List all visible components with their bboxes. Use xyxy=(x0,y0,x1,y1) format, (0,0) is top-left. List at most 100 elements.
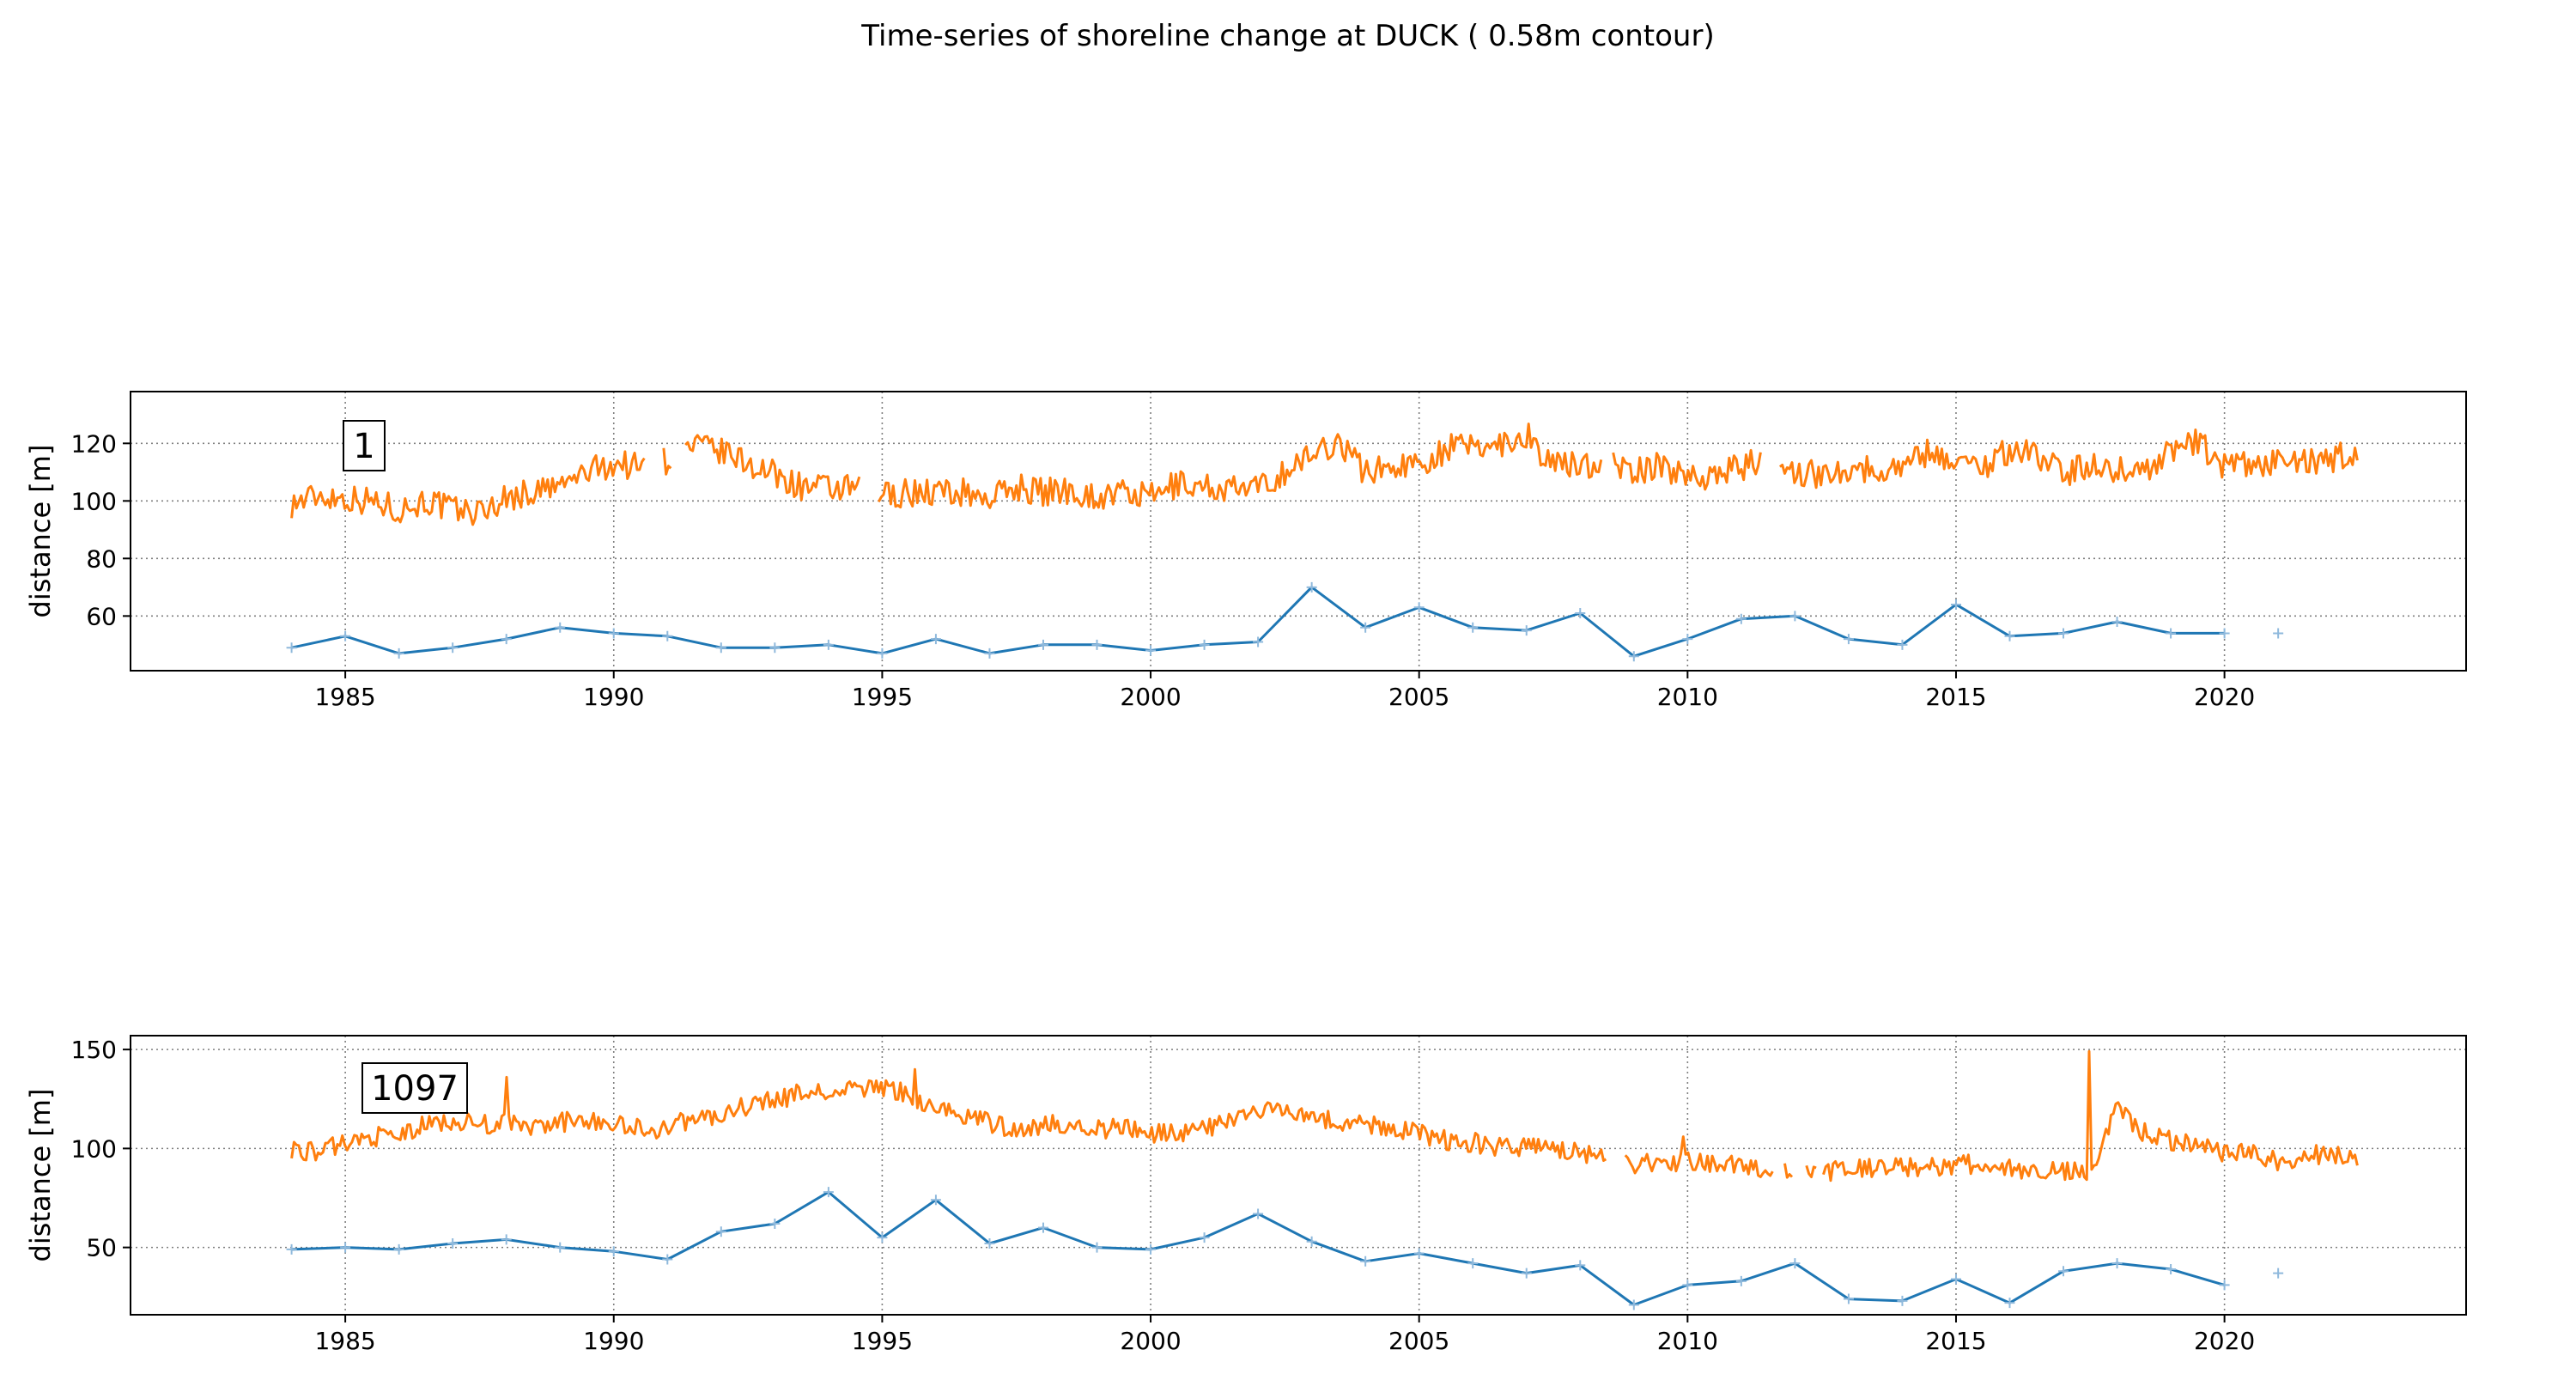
survey-point-marker xyxy=(715,642,726,654)
x-tick-label: 2000 xyxy=(1120,683,1181,711)
satellite-series-line xyxy=(290,1049,2359,1182)
panel-transect-1: 1985 1990 1995 2000 2005 2010 2015 2020 60 80 100 1… xyxy=(24,391,2467,711)
panel-tag-box xyxy=(343,420,386,471)
survey-point-marker xyxy=(1145,1243,1157,1255)
survey-point-marker xyxy=(1091,1242,1103,1253)
survey-point-marker xyxy=(1306,581,1317,593)
survey-point-marker xyxy=(393,647,404,659)
survey-point-marker xyxy=(340,630,351,641)
survey-point-marker xyxy=(1735,613,1747,624)
y-tick-label: 80 xyxy=(86,544,117,573)
survey-point-marker xyxy=(1628,1299,1639,1310)
survey-point-marker xyxy=(769,642,781,654)
survey-point-marker xyxy=(1413,602,1425,613)
survey-point-marker xyxy=(1145,645,1157,656)
survey-point-marker xyxy=(1091,639,1103,650)
survey-point-marker xyxy=(1789,611,1801,622)
x-tick-label: 1995 xyxy=(852,683,913,711)
survey-point-marker xyxy=(1360,1255,1371,1267)
x-tick-label: 1995 xyxy=(852,1327,913,1355)
survey-point-marker xyxy=(1467,1258,1479,1269)
survey-point-marker xyxy=(1897,1295,1908,1306)
satellite-series-line xyxy=(290,423,2359,526)
survey-point-marker xyxy=(1843,634,1854,645)
survey-point-marker xyxy=(1628,651,1639,662)
survey-point-marker xyxy=(1253,1208,1264,1219)
y-tick-label: 100 xyxy=(71,487,117,515)
survey-point-marker xyxy=(1735,1275,1747,1286)
x-tick-label: 2020 xyxy=(2194,683,2255,711)
panel-transect-1097: 1985 1990 1995 2000 2005 2010 2015 2020 50 100 150… xyxy=(24,1035,2467,1355)
y-axis-label: distance [m] xyxy=(24,445,57,618)
survey-point-marker xyxy=(1575,1260,1586,1271)
x-tick-label: 1985 xyxy=(314,683,375,711)
x-tick-label: 2005 xyxy=(1388,1327,1449,1355)
data-layer xyxy=(286,423,2359,662)
survey-point-marker xyxy=(1037,639,1048,650)
survey-point-marker xyxy=(1843,1293,1854,1304)
y-tick-label: 120 xyxy=(71,429,117,458)
survey-point-marker xyxy=(2219,628,2230,639)
panel-tag-label: 1097 xyxy=(371,1069,459,1109)
panel-tag-box xyxy=(361,1062,468,1114)
survey-point-marker xyxy=(1521,1268,1532,1279)
survey-point-marker xyxy=(930,1195,941,1206)
survey-point-marker xyxy=(930,634,941,645)
survey-point-marker xyxy=(1360,622,1371,633)
survey-point-marker xyxy=(715,1226,726,1237)
survey-point-marker xyxy=(393,1243,404,1255)
data-layer xyxy=(286,1049,2359,1310)
survey-isolated-marker xyxy=(2273,1268,2284,1279)
x-tick-label: 2005 xyxy=(1388,683,1449,711)
survey-point-marker xyxy=(501,1234,512,1245)
x-tick-label: 1990 xyxy=(583,1327,644,1355)
x-tick-label: 1990 xyxy=(583,683,644,711)
survey-point-marker xyxy=(608,1246,619,1257)
survey-point-marker xyxy=(823,1187,834,1198)
survey-point-marker xyxy=(2004,1298,2015,1309)
survey-point-marker xyxy=(1199,639,1210,650)
survey-point-marker xyxy=(447,1238,459,1249)
survey-point-marker xyxy=(1950,599,1961,610)
survey-point-marker xyxy=(769,1218,781,1229)
survey-point-marker xyxy=(1575,607,1586,618)
survey-point-marker xyxy=(2058,628,2069,639)
survey-point-marker xyxy=(2004,630,2015,641)
survey-point-marker xyxy=(1789,1258,1801,1269)
survey-point-marker xyxy=(984,647,995,659)
panel-tag-label: 1 xyxy=(353,427,374,466)
survey-point-marker xyxy=(1467,622,1479,633)
survey-point-marker xyxy=(2058,1266,2069,1277)
survey-point-marker xyxy=(1521,625,1532,636)
x-tick-label: 2000 xyxy=(1120,1327,1181,1355)
survey-isolated-marker xyxy=(2273,628,2284,639)
survey-point-marker xyxy=(1413,1248,1425,1259)
survey-point-marker xyxy=(340,1242,351,1253)
x-tick-label: 2015 xyxy=(1925,1327,1986,1355)
survey-point-marker xyxy=(1682,634,1693,645)
axes-frame xyxy=(130,1035,2467,1316)
survey-point-marker xyxy=(662,630,673,641)
survey-point-marker xyxy=(501,634,512,645)
x-tick-label: 1985 xyxy=(314,1327,375,1355)
x-tick-label: 2010 xyxy=(1657,683,1718,711)
survey-point-marker xyxy=(2111,1258,2123,1269)
x-tick-label: 2015 xyxy=(1925,683,1986,711)
y-tick-label: 100 xyxy=(71,1134,117,1163)
x-tick-label: 2020 xyxy=(2194,1327,2255,1355)
y-tick-label: 60 xyxy=(86,602,117,630)
survey-point-marker xyxy=(555,1242,566,1253)
survey-point-marker xyxy=(2219,1280,2230,1291)
figure-title: Time-series of shoreline change at DUCK … xyxy=(861,19,1715,53)
survey-point-marker xyxy=(286,1243,297,1255)
survey-point-marker xyxy=(2166,628,2177,639)
survey-point-marker xyxy=(1306,1236,1317,1247)
survey-point-marker xyxy=(877,647,888,659)
survey-point-marker xyxy=(1950,1274,1961,1285)
survey-point-marker xyxy=(662,1254,673,1265)
y-tick-label: 150 xyxy=(71,1036,117,1064)
survey-point-marker xyxy=(877,1232,888,1243)
survey-point-marker xyxy=(1253,636,1264,647)
survey-point-marker xyxy=(1199,1232,1210,1243)
